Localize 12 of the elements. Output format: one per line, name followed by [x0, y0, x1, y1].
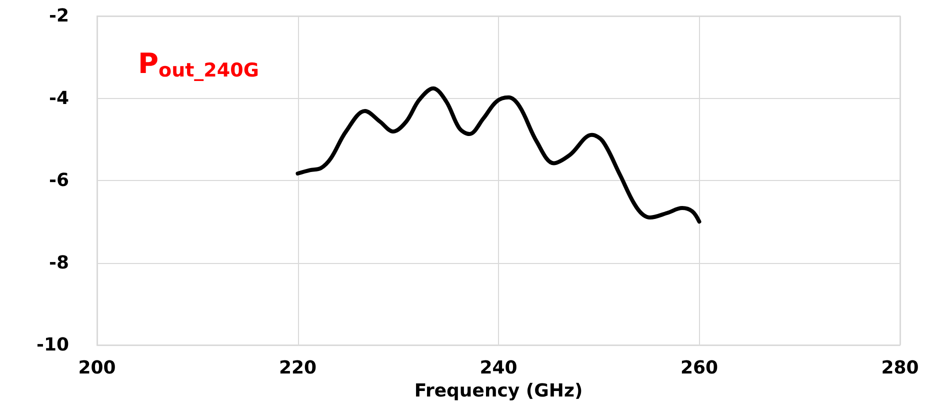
y-tick-label: -10	[36, 334, 69, 356]
x-tick-label: 220	[278, 358, 317, 378]
x-tick-label: 280	[881, 358, 919, 378]
x-tick-label: 200	[78, 358, 116, 378]
y-tick-label: -8	[49, 252, 69, 274]
x-tick-label: 240	[480, 358, 518, 378]
y-tick-label: -4	[49, 88, 69, 109]
x-axis-title: Frequency (GHz)	[414, 380, 583, 402]
line-series	[296, 86, 702, 224]
y-tick-label: -2	[49, 6, 69, 26]
y-tick-label: -6	[49, 170, 69, 191]
x-tick-label: 260	[680, 358, 718, 378]
